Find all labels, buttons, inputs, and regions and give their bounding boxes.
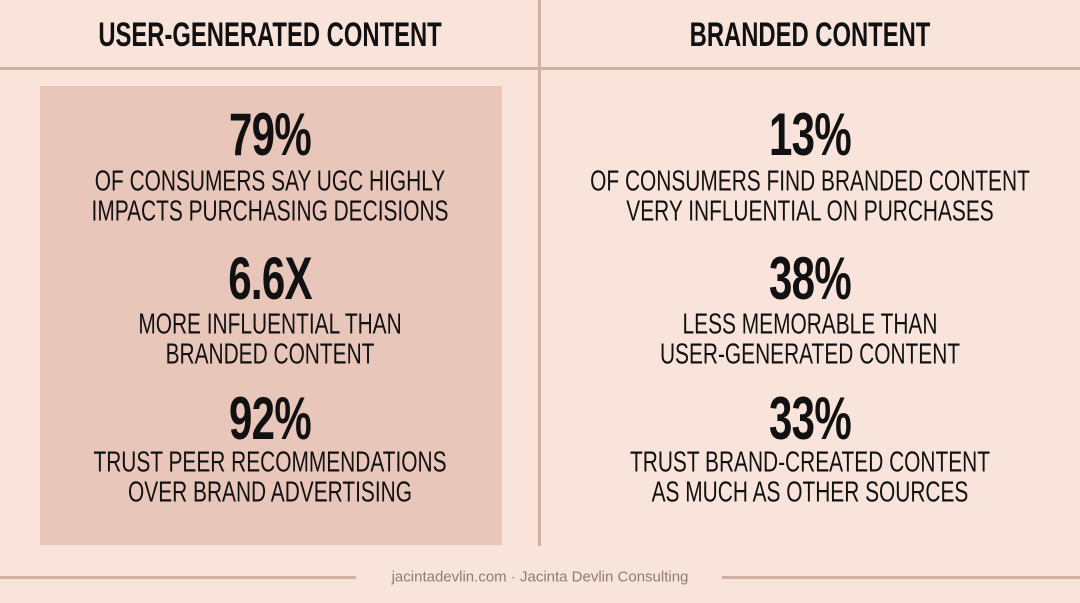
column-heading: USER-GENERATED CONTENT bbox=[98, 16, 442, 54]
stat-description: OF CONSUMERS FIND BRANDED CONTENT bbox=[590, 165, 1030, 198]
stat-description: OF CONSUMERS SAY UGC HIGHLY bbox=[94, 165, 446, 198]
stat-value: 79% bbox=[229, 101, 312, 168]
stat-description: TRUST BRAND-CREATED CONTENT bbox=[630, 446, 990, 479]
column-heading: BRANDED CONTENT bbox=[689, 16, 931, 54]
stat-description: BRANDED CONTENT bbox=[165, 338, 375, 371]
stat-description: TRUST PEER RECOMMENDATIONS bbox=[93, 446, 447, 479]
stat-value: 6.6X bbox=[228, 245, 312, 312]
stat-value: 92% bbox=[229, 385, 312, 452]
stat-value: 13% bbox=[769, 101, 852, 168]
column-divider bbox=[538, 0, 541, 546]
stat-description: AS MUCH AS OTHER SOURCES bbox=[651, 476, 969, 509]
stat-value: 33% bbox=[769, 385, 852, 452]
stat-description: USER-GENERATED CONTENT bbox=[659, 338, 961, 371]
stat-description: MORE INFLUENTIAL THAN bbox=[138, 308, 402, 341]
stat-description: OVER BRAND ADVERTISING bbox=[128, 476, 412, 509]
footer-rule bbox=[0, 576, 356, 579]
stat-description: LESS MEMORABLE THAN bbox=[682, 308, 938, 341]
stat-description: IMPACTS PURCHASING DECISIONS bbox=[91, 195, 449, 228]
highlight-panel bbox=[40, 86, 502, 545]
stat-value: 38% bbox=[769, 245, 852, 312]
stat-description: VERY INFLUENTIAL ON PURCHASES bbox=[626, 195, 994, 228]
footer-rule bbox=[722, 576, 1080, 579]
footer-text: jacintadevlin.com · Jacinta Devlin Consu… bbox=[391, 568, 689, 586]
